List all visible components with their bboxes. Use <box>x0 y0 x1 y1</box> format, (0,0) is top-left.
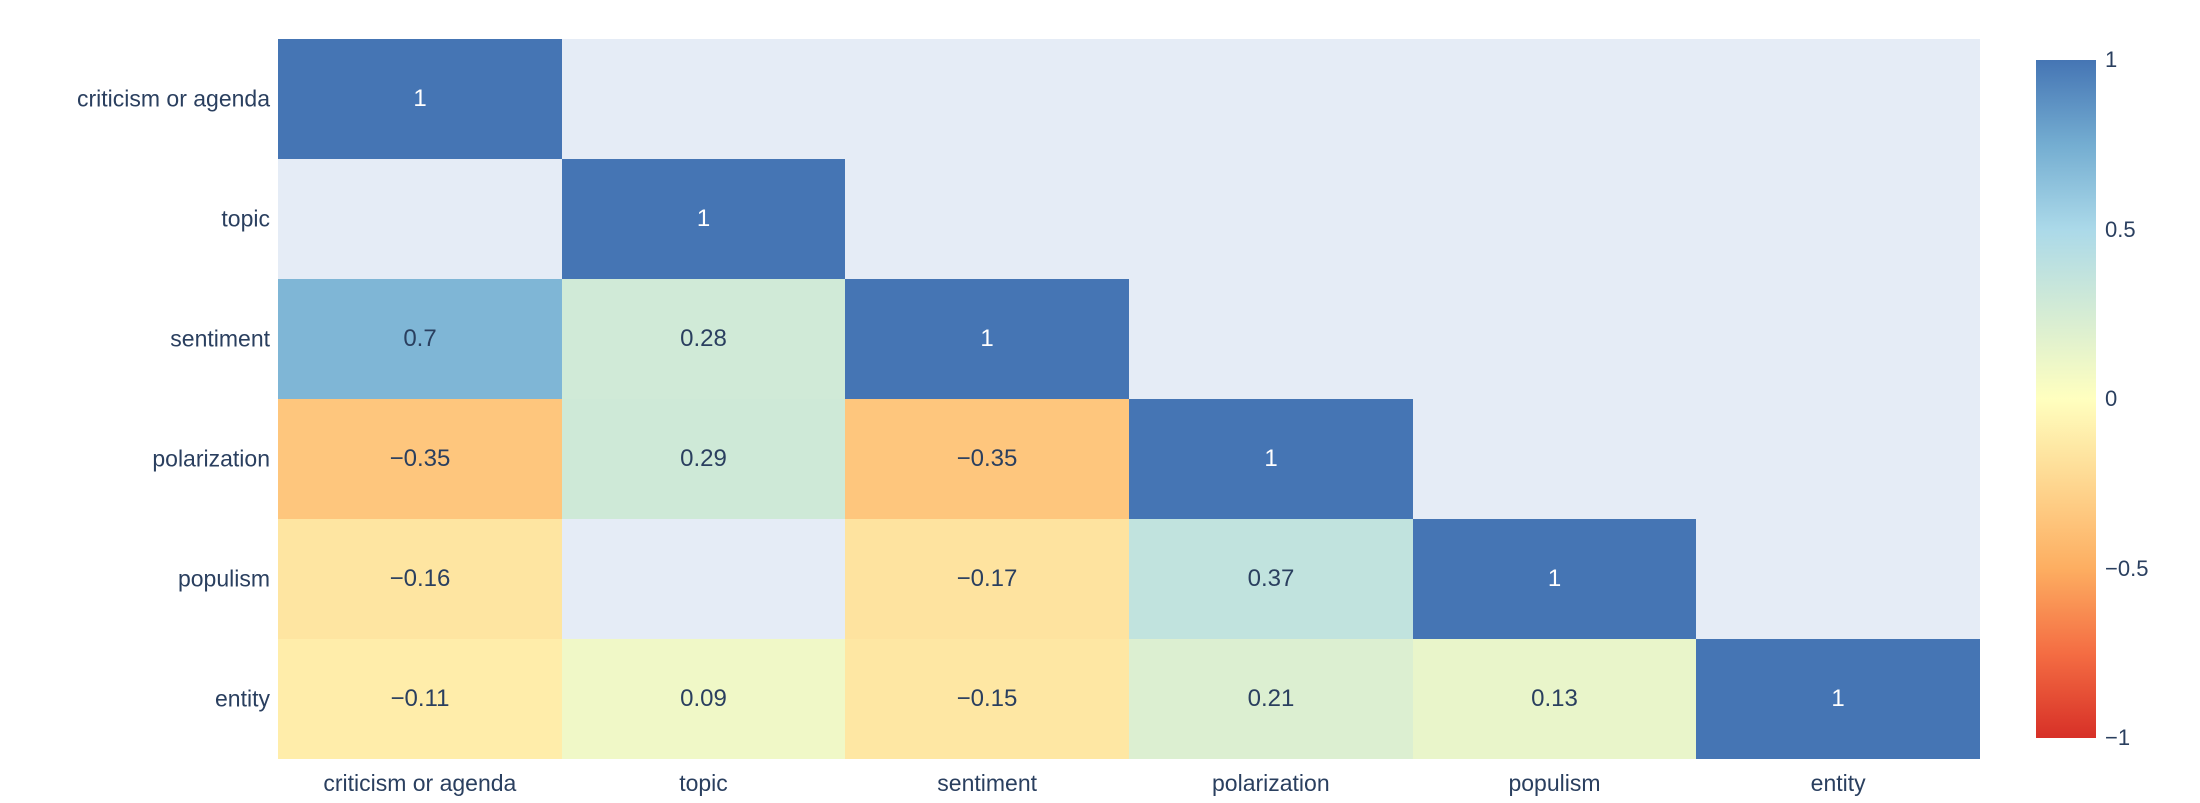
cell-value-label: 0.09 <box>680 685 727 712</box>
heatmap-cell-entity-x-topic[interactable]: 0.09 <box>562 639 845 759</box>
x-tick-topic: topic <box>679 770 728 796</box>
cell-value-label: −0.35 <box>956 445 1018 472</box>
cell-value-label: −0.16 <box>389 565 451 592</box>
cell-value-label: 1 <box>1831 685 1845 712</box>
cell-value-label: 1 <box>1547 565 1562 592</box>
cell-value-label: −0.15 <box>956 685 1018 712</box>
heatmap-cell-criticism-or-agenda-x-criticism-or-agenda[interactable]: 1 <box>278 39 562 159</box>
y-tick-sentiment: sentiment <box>170 325 270 352</box>
cell-value-label: 1 <box>413 85 427 112</box>
cell-value-label: −0.11 <box>390 685 450 712</box>
heatmap-cell-entity-x-sentiment[interactable]: −0.15 <box>845 639 1129 759</box>
x-tick-criticism-or-agenda: criticism or agenda <box>323 770 517 796</box>
heatmap-cell-entity-x-populism[interactable]: 0.13 <box>1413 639 1696 759</box>
x-tick-sentiment: sentiment <box>937 770 1038 796</box>
cell-value-label: −0.35 <box>389 445 451 472</box>
heatmap-cell-populism-x-sentiment[interactable]: −0.17 <box>845 519 1129 639</box>
heatmap-cell-topic-x-topic[interactable]: 1 <box>562 159 845 279</box>
cell-value-label: 1 <box>980 325 994 352</box>
heatmap-cell-polarization-x-sentiment[interactable]: −0.35 <box>845 399 1129 519</box>
y-tick-entity: entity <box>215 685 270 712</box>
heatmap-cell-entity-x-polarization[interactable]: 0.21 <box>1129 639 1413 759</box>
cell-value-label: 0.28 <box>680 325 727 352</box>
heatmap-cell-entity-x-entity[interactable]: 1 <box>1696 639 1980 759</box>
heatmap-cell-polarization-x-topic[interactable]: 0.29 <box>562 399 845 519</box>
cell-value-label: 1 <box>1264 445 1278 472</box>
colorbar-tick-2: 0 <box>2105 386 2118 411</box>
heatmap-cell-polarization-x-polarization[interactable]: 1 <box>1129 399 1413 519</box>
heatmap-cell-populism-x-polarization[interactable]: 0.37 <box>1129 519 1413 639</box>
cell-value-label: 0.13 <box>1531 685 1578 712</box>
heatmap-cell-sentiment-x-criticism-or-agenda[interactable]: 0.7 <box>278 279 562 399</box>
y-tick-criticism-or-agenda: criticism or agenda <box>76 85 270 112</box>
heatmap-cell-populism-x-populism[interactable]: 1 <box>1413 519 1696 639</box>
cell-value-label: 0.29 <box>680 445 727 472</box>
cell-value-label: 0.37 <box>1247 565 1295 592</box>
colorbar-gradient <box>2036 60 2096 738</box>
cell-value-label: −0.17 <box>956 565 1018 592</box>
x-tick-populism: populism <box>1508 770 1601 796</box>
colorbar-tick-3: −0.5 <box>2105 555 2149 581</box>
cell-value-label: 0.7 <box>403 325 437 352</box>
heatmap-cell-entity-x-criticism-or-agenda[interactable]: −0.11 <box>278 639 562 759</box>
y-tick-polarization: polarization <box>152 445 270 472</box>
heatmap-cell-populism-x-criticism-or-agenda[interactable]: −0.16 <box>278 519 562 639</box>
cell-value-label: 1 <box>696 205 711 232</box>
colorbar-tick-0: 1 <box>2105 47 2118 72</box>
x-tick-polarization: polarization <box>1212 770 1330 796</box>
y-tick-topic: topic <box>221 205 270 232</box>
heatmap-cell-sentiment-x-sentiment[interactable]: 1 <box>845 279 1129 399</box>
heatmap-cell-sentiment-x-topic[interactable]: 0.28 <box>562 279 845 399</box>
plot-area: 1 1 0.7 0.28 1 −0.35 0.29 −0.35 1 −0.16 −0.17 0.37 1… <box>278 39 1980 759</box>
colorbar-tick-1: 0.5 <box>2105 216 2136 242</box>
x-tick-entity: entity <box>1810 770 1866 796</box>
y-tick-populism: populism <box>177 565 270 592</box>
heatmap-cell-polarization-x-criticism-or-agenda[interactable]: −0.35 <box>278 399 562 519</box>
cell-value-label: 0.21 <box>1247 685 1295 712</box>
colorbar-tick-4: −1 <box>2105 725 2131 750</box>
